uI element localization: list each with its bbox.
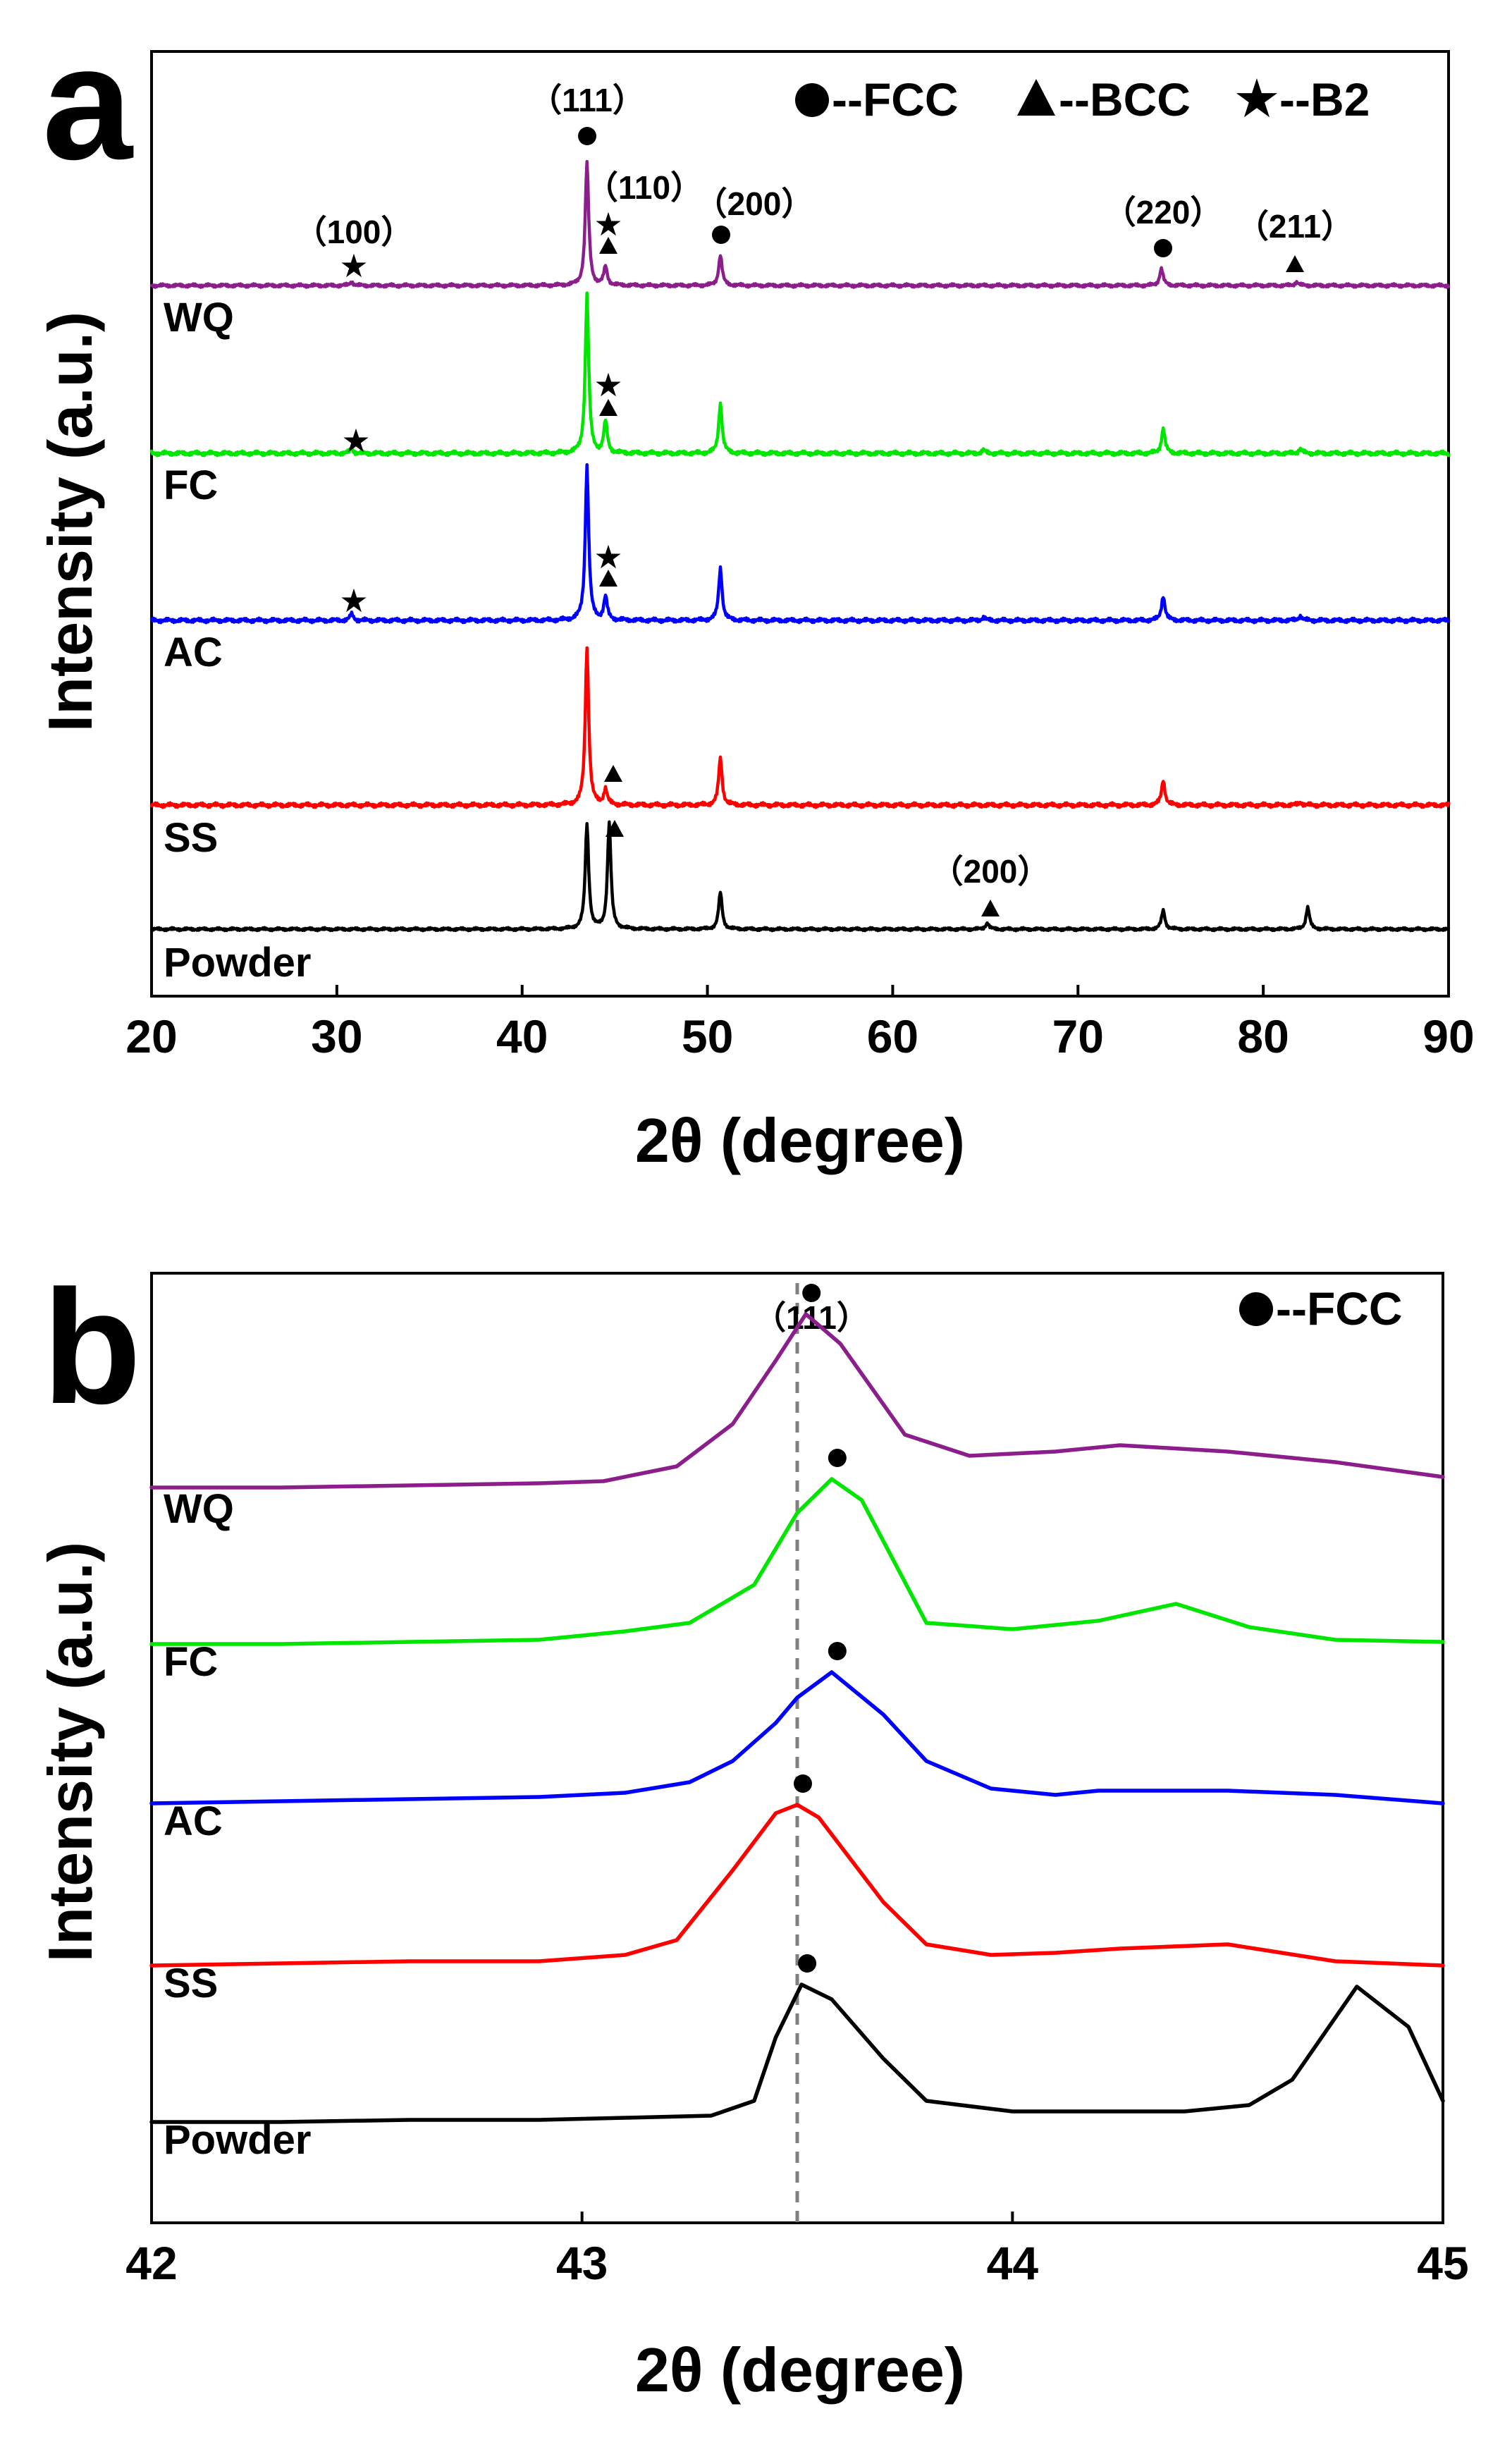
panel-a-letter: a [42, 12, 134, 193]
fcc-marker-wq-111 [578, 127, 596, 145]
bcc-marker-powder-200 [981, 900, 1000, 916]
panel-a-phase-markers: （111） ★ （100） ★ （110） （200） （220） （211） … [295, 82, 1353, 916]
panel-b-sample-labels: WQ FC AC SS Powder [164, 1486, 312, 2163]
miller-111: （111） [529, 82, 645, 118]
tick-label-a-70: 70 [1052, 1010, 1104, 1062]
fcc-marker-b-ac [828, 1642, 847, 1660]
trace-b-ss [149, 1803, 1445, 1968]
fcc-marker-b-wq [802, 1284, 821, 1302]
sample-label-a-ac: AC [164, 630, 223, 675]
sample-label-a-powder: Powder [164, 940, 312, 986]
trace-b-wq [149, 1312, 1445, 1490]
panel-a: a 20 30 40 50 60 70 80 90 WQ FC AC SS Powder （111） … [35, 12, 1475, 1175]
panel-b-ticks: 42 43 44 45 [125, 2212, 1469, 2289]
sample-label-a-fc: FC [164, 462, 218, 508]
legend-fcc-label: --FCC [832, 73, 959, 125]
legend-fcc-marker [795, 83, 829, 117]
panel-b-legend: --FCC [1239, 1282, 1403, 1335]
tick-label-b-43: 43 [556, 2237, 608, 2289]
b2-marker-wq-100: ★ [339, 247, 368, 284]
sample-label-a-wq: WQ [164, 295, 234, 341]
sample-label-b-ac: AC [164, 1798, 223, 1844]
b2-marker-fc-100: ★ [341, 422, 370, 459]
miller-211: （211） [1236, 208, 1353, 245]
panel-a-sample-labels: WQ FC AC SS Powder [164, 295, 312, 986]
trace-a-wq [149, 159, 1451, 289]
trace-a-ss [149, 646, 1451, 809]
panel-a-legend: --FCC --BCC ★ --B2 [795, 69, 1370, 129]
bcc-marker-fc-110 [599, 399, 617, 416]
trace-a-powder [149, 820, 1451, 933]
trace-b-ac [149, 1670, 1445, 1805]
b2-marker-ac-110: ★ [594, 539, 622, 575]
tick-label-a-20: 20 [125, 1010, 177, 1062]
sample-label-b-powder: Powder [164, 2117, 312, 2163]
tick-label-a-80: 80 [1237, 1010, 1289, 1062]
panel-b-peak-markers [794, 1284, 847, 1973]
tick-label-a-40: 40 [496, 1010, 548, 1062]
legend-b2-marker: ★ [1233, 69, 1281, 129]
legend-bcc-marker [1017, 79, 1055, 116]
panel-b-traces [149, 1312, 1445, 2124]
trace-b-powder [149, 1982, 1445, 2124]
trace-a-ac [149, 463, 1451, 625]
b2-marker-fc-110: ★ [594, 367, 622, 403]
tick-label-b-42: 42 [125, 2237, 177, 2289]
sample-label-a-ss: SS [164, 815, 218, 861]
miller-200: （200） [695, 185, 814, 222]
panel-b-letter: b [42, 1256, 142, 1437]
tick-label-b-45: 45 [1417, 2237, 1468, 2289]
tick-label-a-50: 50 [682, 1010, 733, 1062]
sample-label-b-wq: WQ [164, 1486, 234, 1532]
panel-b-frame [150, 1272, 1444, 2224]
legend-b2-label: --B2 [1279, 73, 1370, 125]
tick-label-a-30: 30 [311, 1010, 362, 1062]
b2-marker-ac-100: ★ [339, 582, 368, 619]
tick-label-a-60: 60 [867, 1010, 918, 1062]
bcc-marker-powder-110 [606, 820, 624, 837]
fcc-marker-wq-220 [1154, 239, 1172, 257]
panel-b-x-axis-title: 2θ (degree) [635, 2335, 965, 2405]
panel-a-x-axis-title: 2θ (degree) [635, 1105, 965, 1175]
legend-bcc-label: --BCC [1059, 73, 1191, 125]
fcc-marker-b-fc [828, 1449, 847, 1467]
legend-b-fcc-label: --FCC [1276, 1282, 1403, 1335]
trace-a-fc [149, 291, 1451, 458]
miller-220: （220） [1104, 194, 1223, 231]
fcc-marker-b-powder [798, 1954, 817, 1973]
bcc-marker-wq-110 [599, 237, 617, 254]
panel-a-y-axis-title: Intensity (a.u.) [35, 312, 105, 732]
bcc-marker-wq-211 [1286, 255, 1304, 272]
legend-b-fcc-marker [1239, 1292, 1273, 1326]
sample-label-b-fc: FC [164, 1639, 218, 1685]
bcc-marker-ss-110 [604, 765, 622, 782]
panel-a-frame [150, 50, 1450, 998]
fcc-marker-wq-200 [712, 226, 730, 244]
panel-b-y-axis-title: Intensity (a.u.) [35, 1542, 105, 1963]
tick-label-a-90: 90 [1422, 1010, 1474, 1062]
trace-b-fc [149, 1477, 1445, 1646]
tick-label-b-44: 44 [987, 2237, 1039, 2289]
panel-a-ticks: 20 30 40 50 60 70 80 90 [125, 985, 1475, 1062]
b2-marker-wq-110: ★ [594, 206, 622, 243]
panel-a-traces [149, 159, 1451, 933]
sample-label-b-ss: SS [164, 1961, 218, 2006]
fcc-marker-b-ss [794, 1774, 812, 1793]
miller-100: （100） [295, 214, 414, 250]
miller-powder-200: （200） [931, 853, 1050, 890]
miller-110: （110） [586, 169, 703, 206]
bcc-marker-ac-110 [599, 570, 617, 587]
